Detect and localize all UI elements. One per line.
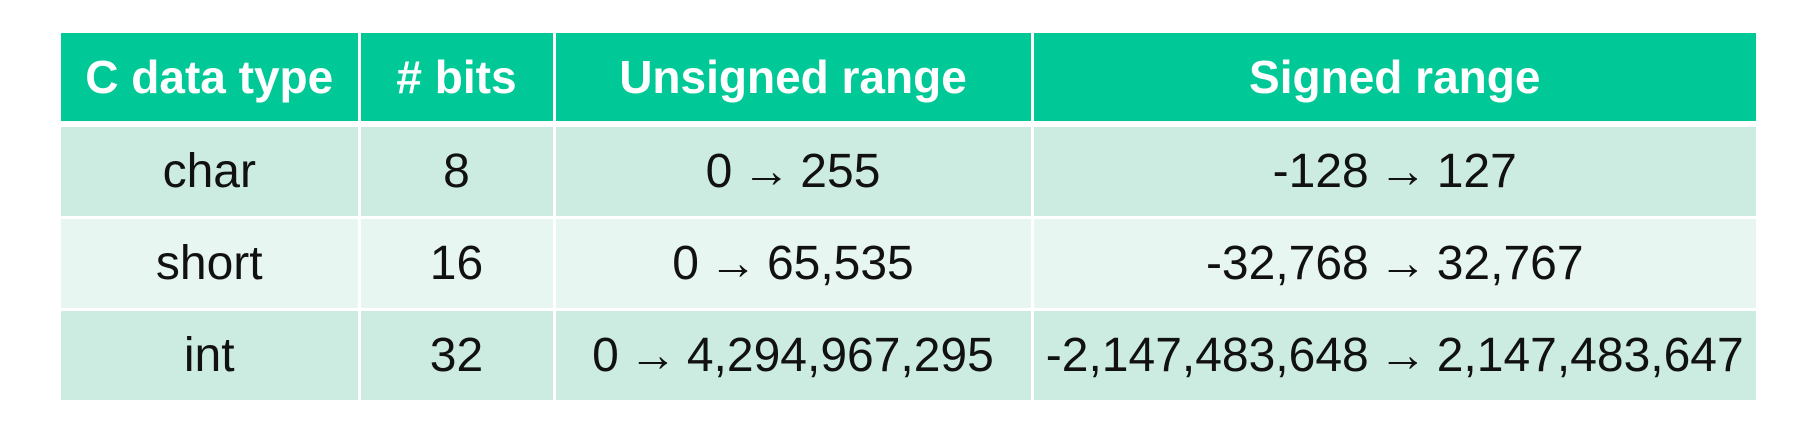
data-type-table: C data type # bits Unsigned range Signed… <box>61 33 1756 400</box>
cell-signed-range: -32,768 → 32,767 <box>1030 216 1756 310</box>
range-min: -2,147,483,648 <box>1045 329 1369 382</box>
table-row: char 8 0 → 255 -128 → 127 <box>61 122 1756 218</box>
right-arrow-icon: → <box>1378 145 1427 198</box>
range-max: 32,767 <box>1436 237 1584 290</box>
range-min: 0 <box>672 237 699 290</box>
cell-bits: 8 <box>357 122 554 218</box>
right-arrow-icon: → <box>628 329 677 382</box>
table-header: C data type # bits Unsigned range Signed… <box>61 33 1756 127</box>
range-max: 255 <box>800 145 881 198</box>
range-min: 0 <box>592 329 619 382</box>
range-min: -32,768 <box>1205 237 1369 290</box>
cell-bits: 16 <box>357 216 554 310</box>
cell-type: char <box>61 122 359 218</box>
range-max: 65,535 <box>766 237 914 290</box>
header-bits: # bits <box>357 33 554 127</box>
right-arrow-icon: → <box>742 145 791 198</box>
header-row: C data type # bits Unsigned range Signed… <box>61 33 1756 127</box>
cell-type: short <box>61 216 359 310</box>
table-body: char 8 0 → 255 -128 → 127 short 16 0 → 65,535 … <box>61 122 1756 400</box>
range-max: 4,294,967,295 <box>686 329 994 382</box>
cell-signed-range: -128 → 127 <box>1030 122 1756 218</box>
range-min: -128 <box>1272 145 1369 198</box>
cell-type: int <box>61 308 359 400</box>
cell-unsigned-range: 0 → 65,535 <box>552 216 1032 310</box>
right-arrow-icon: → <box>708 237 757 290</box>
cell-unsigned-range: 0 → 4,294,967,295 <box>552 308 1032 400</box>
header-signed-range: Signed range <box>1030 33 1756 127</box>
range-min: 0 <box>705 145 733 198</box>
right-arrow-icon: → <box>1378 329 1427 382</box>
data-type-table-container: C data type # bits Unsigned range Signed… <box>61 33 1756 400</box>
range-max: 2,147,483,647 <box>1436 329 1744 382</box>
right-arrow-icon: → <box>1378 237 1427 290</box>
cell-signed-range: -2,147,483,648 → 2,147,483,647 <box>1030 308 1756 400</box>
cell-bits: 32 <box>357 308 554 400</box>
table-row: int 32 0 → 4,294,967,295 -2,147,483,648 → 2,… <box>61 308 1756 400</box>
cell-unsigned-range: 0 → 255 <box>552 122 1032 218</box>
table-row: short 16 0 → 65,535 -32,768 → 32,767 <box>61 216 1756 310</box>
range-max: 127 <box>1436 145 1517 198</box>
header-unsigned-range: Unsigned range <box>552 33 1032 127</box>
header-c-data-type: C data type <box>61 33 359 127</box>
